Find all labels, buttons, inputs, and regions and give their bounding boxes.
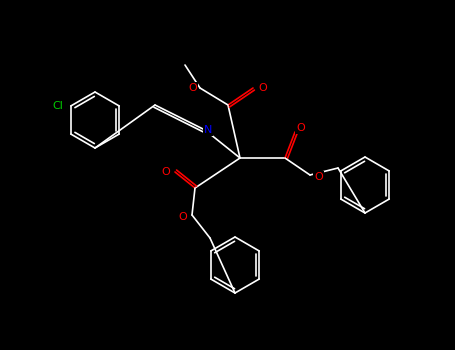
Text: O: O xyxy=(161,167,170,177)
Text: O: O xyxy=(314,172,323,182)
Text: Cl: Cl xyxy=(52,101,63,111)
Text: N: N xyxy=(204,125,212,135)
Text: O: O xyxy=(188,83,197,93)
Text: O: O xyxy=(296,123,305,133)
Text: O: O xyxy=(258,83,267,93)
Text: O: O xyxy=(178,212,187,222)
